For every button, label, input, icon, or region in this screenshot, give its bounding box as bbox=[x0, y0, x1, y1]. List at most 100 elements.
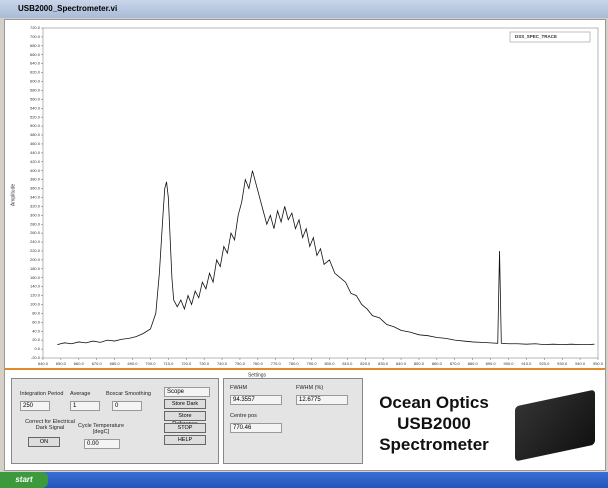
y-tick-label: 680.0 bbox=[30, 43, 41, 48]
label: Average bbox=[70, 391, 90, 397]
y-tick-label: 300.0 bbox=[30, 212, 41, 217]
start-button[interactable]: start bbox=[0, 472, 48, 488]
x-tick-label: 730.0 bbox=[199, 361, 210, 366]
y-tick-label: 180.0 bbox=[30, 266, 41, 271]
dropdown[interactable]: Scope bbox=[164, 387, 210, 397]
input[interactable]: 0.00 bbox=[84, 439, 120, 449]
y-tick-label: 260.0 bbox=[30, 230, 41, 235]
toggle[interactable]: ON bbox=[28, 437, 60, 447]
x-tick-label: 900.0 bbox=[503, 361, 514, 366]
brand-line: USB2000 bbox=[369, 413, 499, 434]
title-bar: USB2000_Spectrometer.vi bbox=[0, 0, 608, 18]
settings-panel: Integration Period 250 Average 1 Boxcar … bbox=[11, 378, 219, 464]
x-tick-label: 940.0 bbox=[575, 361, 586, 366]
x-tick-label: 700.0 bbox=[145, 361, 156, 366]
button[interactable]: Store Dark bbox=[164, 399, 206, 409]
device-image bbox=[515, 389, 595, 461]
x-tick-label: 740.0 bbox=[217, 361, 228, 366]
output: 12.6775 bbox=[296, 395, 348, 405]
y-tick-label: 500.0 bbox=[30, 123, 41, 128]
input[interactable]: 0 bbox=[112, 401, 142, 411]
x-tick-label: 810.0 bbox=[342, 361, 353, 366]
x-tick-label: 890.0 bbox=[486, 361, 497, 366]
y-tick-label: 660.0 bbox=[30, 52, 41, 57]
y-tick-label: 480.0 bbox=[30, 132, 41, 137]
y-tick-label: 140.0 bbox=[30, 284, 41, 289]
y-tick-label: 540.0 bbox=[30, 105, 41, 110]
y-tick-label: 520.0 bbox=[30, 114, 41, 119]
y-tick-label: 220.0 bbox=[30, 248, 41, 253]
y-tick-label: 380.0 bbox=[30, 177, 41, 182]
legend-text: DSS_SPEC_TRACE bbox=[515, 34, 557, 39]
x-tick-label: 660.0 bbox=[74, 361, 85, 366]
x-tick-label: 850.0 bbox=[414, 361, 425, 366]
y-tick-label: 280.0 bbox=[30, 221, 41, 226]
x-tick-label: 640.0 bbox=[38, 361, 49, 366]
y-tick-label: 640.0 bbox=[30, 61, 41, 66]
input[interactable]: 1 bbox=[70, 401, 100, 411]
plot-frame bbox=[43, 28, 598, 358]
x-tick-label: 820.0 bbox=[360, 361, 371, 366]
brand-line: Spectrometer bbox=[369, 434, 499, 455]
x-tick-label: 920.0 bbox=[539, 361, 550, 366]
taskbar: start bbox=[0, 472, 608, 488]
x-tick-label: 650.0 bbox=[56, 361, 67, 366]
label: Boxcar Smoothing bbox=[106, 391, 151, 397]
x-tick-label: 770.0 bbox=[271, 361, 282, 366]
label: Centre pos bbox=[230, 413, 257, 419]
output: 770.46 bbox=[230, 423, 282, 433]
y-tick-label: 600.0 bbox=[30, 79, 41, 84]
results-panel: FWHM 94.3557 FWHM (%) 12.6775 Centre pos… bbox=[223, 378, 363, 464]
y-tick-label: 620.0 bbox=[30, 70, 41, 75]
label: FWHM (%) bbox=[296, 385, 323, 391]
x-tick-label: 750.0 bbox=[235, 361, 246, 366]
y-tick-label: 120.0 bbox=[30, 293, 41, 298]
x-tick-label: 670.0 bbox=[92, 361, 103, 366]
x-tick-label: 870.0 bbox=[450, 361, 461, 366]
x-tick-label: 860.0 bbox=[432, 361, 443, 366]
label: Cycle Temperature [degC] bbox=[76, 423, 126, 435]
y-tick-label: 0.0 bbox=[34, 346, 40, 351]
x-tick-label: 780.0 bbox=[289, 361, 300, 366]
label: Integration Period bbox=[20, 391, 63, 397]
y-tick-label: 460.0 bbox=[30, 141, 41, 146]
y-tick-label: 560.0 bbox=[30, 96, 41, 101]
brand-line: Ocean Optics bbox=[369, 392, 499, 413]
y-tick-label: 360.0 bbox=[30, 186, 41, 191]
window-title: USB2000_Spectrometer.vi bbox=[18, 4, 117, 13]
input[interactable]: 250 bbox=[20, 401, 50, 411]
label: FWHM bbox=[230, 385, 247, 391]
x-tick-label: 840.0 bbox=[396, 361, 407, 366]
y-tick-label: 40.0 bbox=[32, 328, 41, 333]
y-tick-label: 700.0 bbox=[30, 34, 41, 39]
x-tick-label: 910.0 bbox=[521, 361, 532, 366]
y-tick-label: 80.0 bbox=[32, 310, 41, 315]
app: {"window":{"title":"USB2000_Spectrometer… bbox=[0, 0, 608, 488]
x-tick-label: 800.0 bbox=[324, 361, 335, 366]
x-tick-label: 690.0 bbox=[128, 361, 139, 366]
x-tick-label: 710.0 bbox=[163, 361, 174, 366]
y-tick-label: 400.0 bbox=[30, 168, 41, 173]
button[interactable]: STOP bbox=[164, 423, 206, 433]
x-tick-label: 930.0 bbox=[557, 361, 568, 366]
brand: Ocean Optics USB2000 Spectrometer bbox=[369, 392, 499, 455]
label: Correct for Electrical Dark Signal bbox=[22, 419, 78, 431]
x-tick-label: 880.0 bbox=[468, 361, 479, 366]
y-tick-label: 240.0 bbox=[30, 239, 41, 244]
button[interactable]: HELP bbox=[164, 435, 206, 445]
x-tick-label: 720.0 bbox=[181, 361, 192, 366]
x-tick-label: 950.0 bbox=[593, 361, 604, 366]
y-tick-label: 340.0 bbox=[30, 195, 41, 200]
x-tick-label: 790.0 bbox=[307, 361, 318, 366]
y-tick-label: 60.0 bbox=[32, 319, 41, 324]
y-tick-label: 580.0 bbox=[30, 87, 41, 92]
y-tick-label: 160.0 bbox=[30, 275, 41, 280]
y-tick-label: 420.0 bbox=[30, 159, 41, 164]
y-axis-title: Amplitude bbox=[10, 184, 16, 206]
y-tick-label: -20.0 bbox=[31, 355, 41, 360]
chart: Amplitude DSS_SPEC_TRACE Settings -20.00… bbox=[5, 20, 605, 380]
y-tick-label: 100.0 bbox=[30, 302, 41, 307]
button[interactable]: Store Reference bbox=[164, 411, 206, 421]
x-tick-label: 760.0 bbox=[253, 361, 264, 366]
